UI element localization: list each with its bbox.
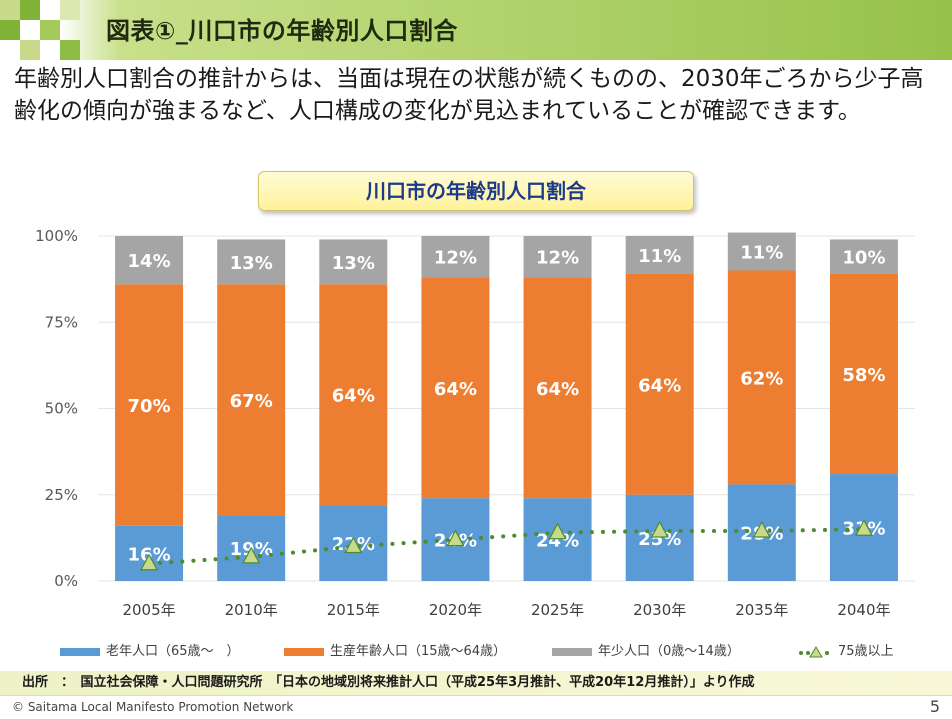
bar-working-age	[217, 284, 286, 516]
data-label-youth: 13%	[332, 253, 375, 274]
legend-label-youth: 年少人口（0歳～14歳）	[598, 644, 740, 659]
x-tick-label: 2040年	[837, 601, 890, 619]
legend-label-working-age: 生産年齢人口（15歳～64歳）	[330, 644, 507, 659]
bar-working-age	[727, 270, 796, 485]
legend-label-over75: 75歳以上	[838, 644, 894, 659]
data-label-working-age: 58%	[842, 365, 885, 386]
marker-over75	[344, 536, 363, 554]
legend-item-working-age: 生産年齢人口（15歳～64歳）	[284, 640, 506, 659]
data-label-youth: 10%	[842, 248, 885, 269]
chart-title: 川口市の年齢別人口割合	[258, 171, 694, 211]
legend-swatch-over75	[799, 645, 829, 657]
data-label-youth: 12%	[536, 248, 579, 269]
source-text: 出所 ： 国立社会保障・人口問題研究所 「日本の地域別将来推計人口（平成25年3…	[22, 675, 755, 690]
x-tick-label: 2005年	[122, 601, 175, 619]
data-label-working-age: 64%	[536, 379, 579, 400]
data-label-working-age: 62%	[740, 368, 783, 389]
header-mosaic-decoration	[0, 0, 100, 60]
y-tick-label: 25%	[45, 486, 78, 504]
x-tick-label: 2030年	[633, 601, 686, 619]
y-tick-label: 0%	[54, 572, 78, 590]
intro-paragraph: 年齢別人口割合の推計からは、当面は現在の状態が続くものの、2030年ごろから少子…	[14, 66, 924, 124]
copyright: © Saitama Local Manifesto Promotion Netw…	[12, 700, 294, 714]
data-label-working-age: 64%	[638, 375, 681, 396]
data-label-working-age: 64%	[332, 386, 375, 407]
marker-over75	[140, 553, 159, 571]
footer: © Saitama Local Manifesto Promotion Netw…	[0, 695, 952, 719]
bar-elderly	[523, 498, 592, 581]
bar-youth	[523, 236, 592, 278]
page-title: 図表①_川口市の年齢別人口割合	[106, 17, 458, 45]
header-bar: 図表①_川口市の年齢別人口割合	[0, 0, 952, 60]
data-label-working-age: 64%	[434, 379, 477, 400]
y-tick-label: 100%	[35, 227, 78, 245]
data-label-youth: 13%	[230, 253, 273, 274]
y-tick-label: 75%	[45, 313, 78, 331]
data-label-youth: 11%	[638, 246, 681, 267]
bar-youth	[727, 232, 796, 271]
bar-youth	[319, 239, 388, 285]
legend-item-over75: 75歳以上	[798, 640, 894, 659]
data-label-elderly: 25%	[638, 529, 681, 550]
bar-youth	[625, 236, 694, 274]
bar-working-age	[625, 273, 694, 495]
legend-item-youth: 年少人口（0歳～14歳）	[552, 640, 740, 659]
legend-swatch-youth	[552, 647, 592, 656]
x-tick-label: 2035年	[735, 601, 788, 619]
bar-elderly	[625, 494, 694, 581]
y-tick-label: 50%	[45, 400, 78, 418]
bar-youth	[217, 239, 286, 285]
bar-working-age	[829, 273, 898, 475]
x-tick-label: 2025年	[531, 601, 584, 619]
data-label-youth: 11%	[740, 243, 783, 264]
chart-legend: 老年人口（65歳～ ） 生産年齢人口（15歳～64歳） 年少人口（0歳～14歳）…	[60, 640, 940, 660]
x-tick-label: 2020年	[429, 601, 482, 619]
bar-working-age	[115, 284, 184, 526]
stacked-bar-chart: 0%25%50%75%100%16%70%14%2005年19%67%13%20…	[35, 227, 915, 619]
data-label-youth: 12%	[434, 248, 477, 269]
data-label-working-age: 67%	[230, 391, 273, 412]
data-label-youth: 14%	[128, 251, 171, 272]
bar-elderly	[115, 525, 184, 581]
legend-item-elderly: 老年人口（65歳～ ）	[60, 640, 240, 659]
bar-youth	[115, 236, 184, 285]
marker-over75	[650, 520, 669, 538]
legend-swatch-elderly	[60, 647, 100, 656]
x-tick-label: 2010年	[225, 601, 278, 619]
bar-youth	[829, 239, 898, 274]
bar-working-age	[421, 277, 490, 499]
marker-over75	[854, 518, 873, 536]
legend-label-elderly: 老年人口（65歳～ ）	[106, 644, 240, 659]
legend-swatch-working-age	[284, 647, 324, 656]
marker-over75	[752, 520, 771, 538]
page-number: 5	[929, 697, 940, 716]
bar-working-age	[319, 284, 388, 506]
x-tick-label: 2015年	[327, 601, 380, 619]
marker-over75	[548, 522, 567, 540]
marker-over75	[446, 529, 465, 547]
bar-youth	[421, 236, 490, 278]
data-label-elderly: 24%	[536, 531, 579, 552]
bar-working-age	[523, 277, 592, 499]
marker-over75	[242, 546, 261, 564]
data-label-working-age: 70%	[128, 396, 171, 417]
source-note: 出所 ： 国立社会保障・人口問題研究所 「日本の地域別将来推計人口（平成25年3…	[0, 671, 952, 695]
